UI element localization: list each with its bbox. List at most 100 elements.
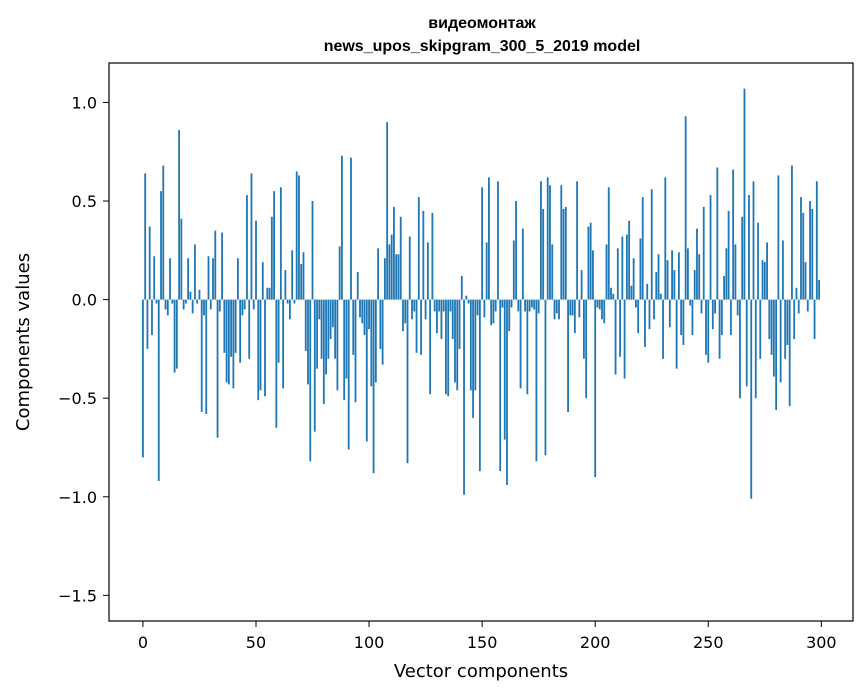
x-tick-label: 100	[354, 633, 385, 652]
bar-component-142	[463, 299, 465, 495]
bar-component-216	[630, 285, 633, 300]
x-tick-label: 50	[246, 633, 266, 652]
bar-component-297	[813, 299, 816, 340]
bar-component-293	[804, 262, 807, 300]
bar-component-223	[646, 283, 649, 300]
bar-component-163	[510, 299, 513, 308]
bar-component-215	[628, 220, 631, 300]
bar-component-15	[175, 299, 178, 369]
bar-component-268	[748, 195, 750, 300]
bar-component-135	[447, 299, 450, 397]
x-tick-label: 250	[693, 633, 724, 652]
bar-component-251	[709, 195, 712, 300]
bar-component-114	[399, 216, 402, 300]
bar-component-266	[743, 88, 746, 300]
bar-component-36	[223, 299, 226, 353]
bar-component-161	[506, 299, 508, 485]
bar-component-298	[815, 181, 818, 300]
bar-component-249	[705, 299, 707, 355]
bar-component-125	[424, 299, 427, 320]
bar-component-44	[241, 299, 244, 316]
bar-component-144	[467, 299, 470, 304]
bar-component-191	[573, 299, 576, 334]
bar-component-52	[259, 299, 262, 391]
x-tick-label: 150	[467, 633, 498, 652]
bar-component-140	[458, 299, 461, 349]
bar-component-61	[279, 187, 282, 300]
bar-component-107	[383, 258, 386, 300]
bar-component-67	[293, 299, 296, 304]
bar-component-165	[515, 201, 517, 300]
bar-component-179	[546, 177, 549, 300]
bar-component-81	[325, 299, 327, 375]
bar-component-272	[757, 222, 759, 300]
bar-component-205	[605, 244, 608, 300]
bar-component-2	[146, 299, 149, 349]
bar-component-250	[707, 299, 710, 363]
bar-component-17	[180, 218, 183, 300]
bar-component-91	[347, 299, 350, 450]
bar-component-65	[289, 299, 291, 320]
bar-component-217	[632, 258, 635, 300]
bar-component-228	[657, 254, 660, 300]
bar-component-166	[517, 299, 520, 312]
bar-component-90	[345, 299, 348, 379]
bar-component-23	[194, 244, 196, 300]
bar-component-78	[318, 299, 321, 320]
bar-component-32	[214, 230, 217, 300]
bar-component-256	[720, 299, 723, 336]
bar-component-290	[797, 299, 800, 314]
bar-component-1	[144, 173, 147, 300]
bar-component-213	[623, 299, 626, 379]
bar-component-203	[601, 299, 603, 320]
bar-component-34	[218, 299, 221, 312]
bar-component-276	[766, 242, 768, 300]
bar-component-281	[777, 175, 780, 300]
bar-component-150	[481, 187, 484, 300]
bar-component-174	[535, 299, 538, 462]
bar-component-6	[155, 299, 158, 304]
bar-component-197	[587, 226, 590, 300]
bar-component-164	[512, 240, 515, 300]
bar-component-66	[291, 250, 294, 300]
bar-component-30	[209, 299, 212, 310]
bar-component-192	[576, 181, 579, 300]
bar-component-70	[300, 264, 303, 300]
bar-component-263	[736, 299, 739, 316]
bar-component-29	[207, 256, 210, 300]
bar-component-132	[440, 299, 443, 340]
bar-component-242	[689, 299, 692, 306]
bar-component-201	[596, 299, 599, 308]
bar-component-137	[451, 299, 454, 340]
bar-component-252	[711, 299, 714, 330]
bar-component-231	[664, 177, 667, 300]
bar-component-110	[390, 234, 393, 300]
bar-component-35	[221, 232, 223, 300]
bar-component-24	[196, 299, 199, 304]
bar-component-211	[619, 299, 621, 357]
bar-component-43	[239, 299, 242, 363]
x-tick-label: 200	[580, 633, 611, 652]
bar-component-198	[589, 222, 592, 300]
bar-component-62	[282, 299, 285, 389]
bar-component-26	[200, 299, 203, 412]
bar-component-60	[277, 299, 280, 363]
bar-component-84	[331, 299, 334, 328]
bar-component-209	[614, 299, 617, 375]
bar-component-160	[503, 299, 506, 440]
bar-component-103	[374, 299, 377, 383]
bar-component-200	[594, 299, 597, 478]
bar-component-162	[508, 299, 511, 332]
bar-component-183	[555, 299, 558, 314]
bar-component-248	[702, 206, 705, 300]
bar-component-286	[788, 299, 791, 407]
bar-component-121	[415, 299, 418, 353]
bar-component-104	[377, 248, 380, 300]
bar-component-274	[761, 260, 764, 300]
bar-component-101	[370, 299, 373, 387]
bar-component-111	[393, 206, 395, 300]
plot-frame	[108, 62, 854, 622]
bar-component-157	[497, 181, 499, 300]
bar-component-193	[578, 299, 581, 318]
